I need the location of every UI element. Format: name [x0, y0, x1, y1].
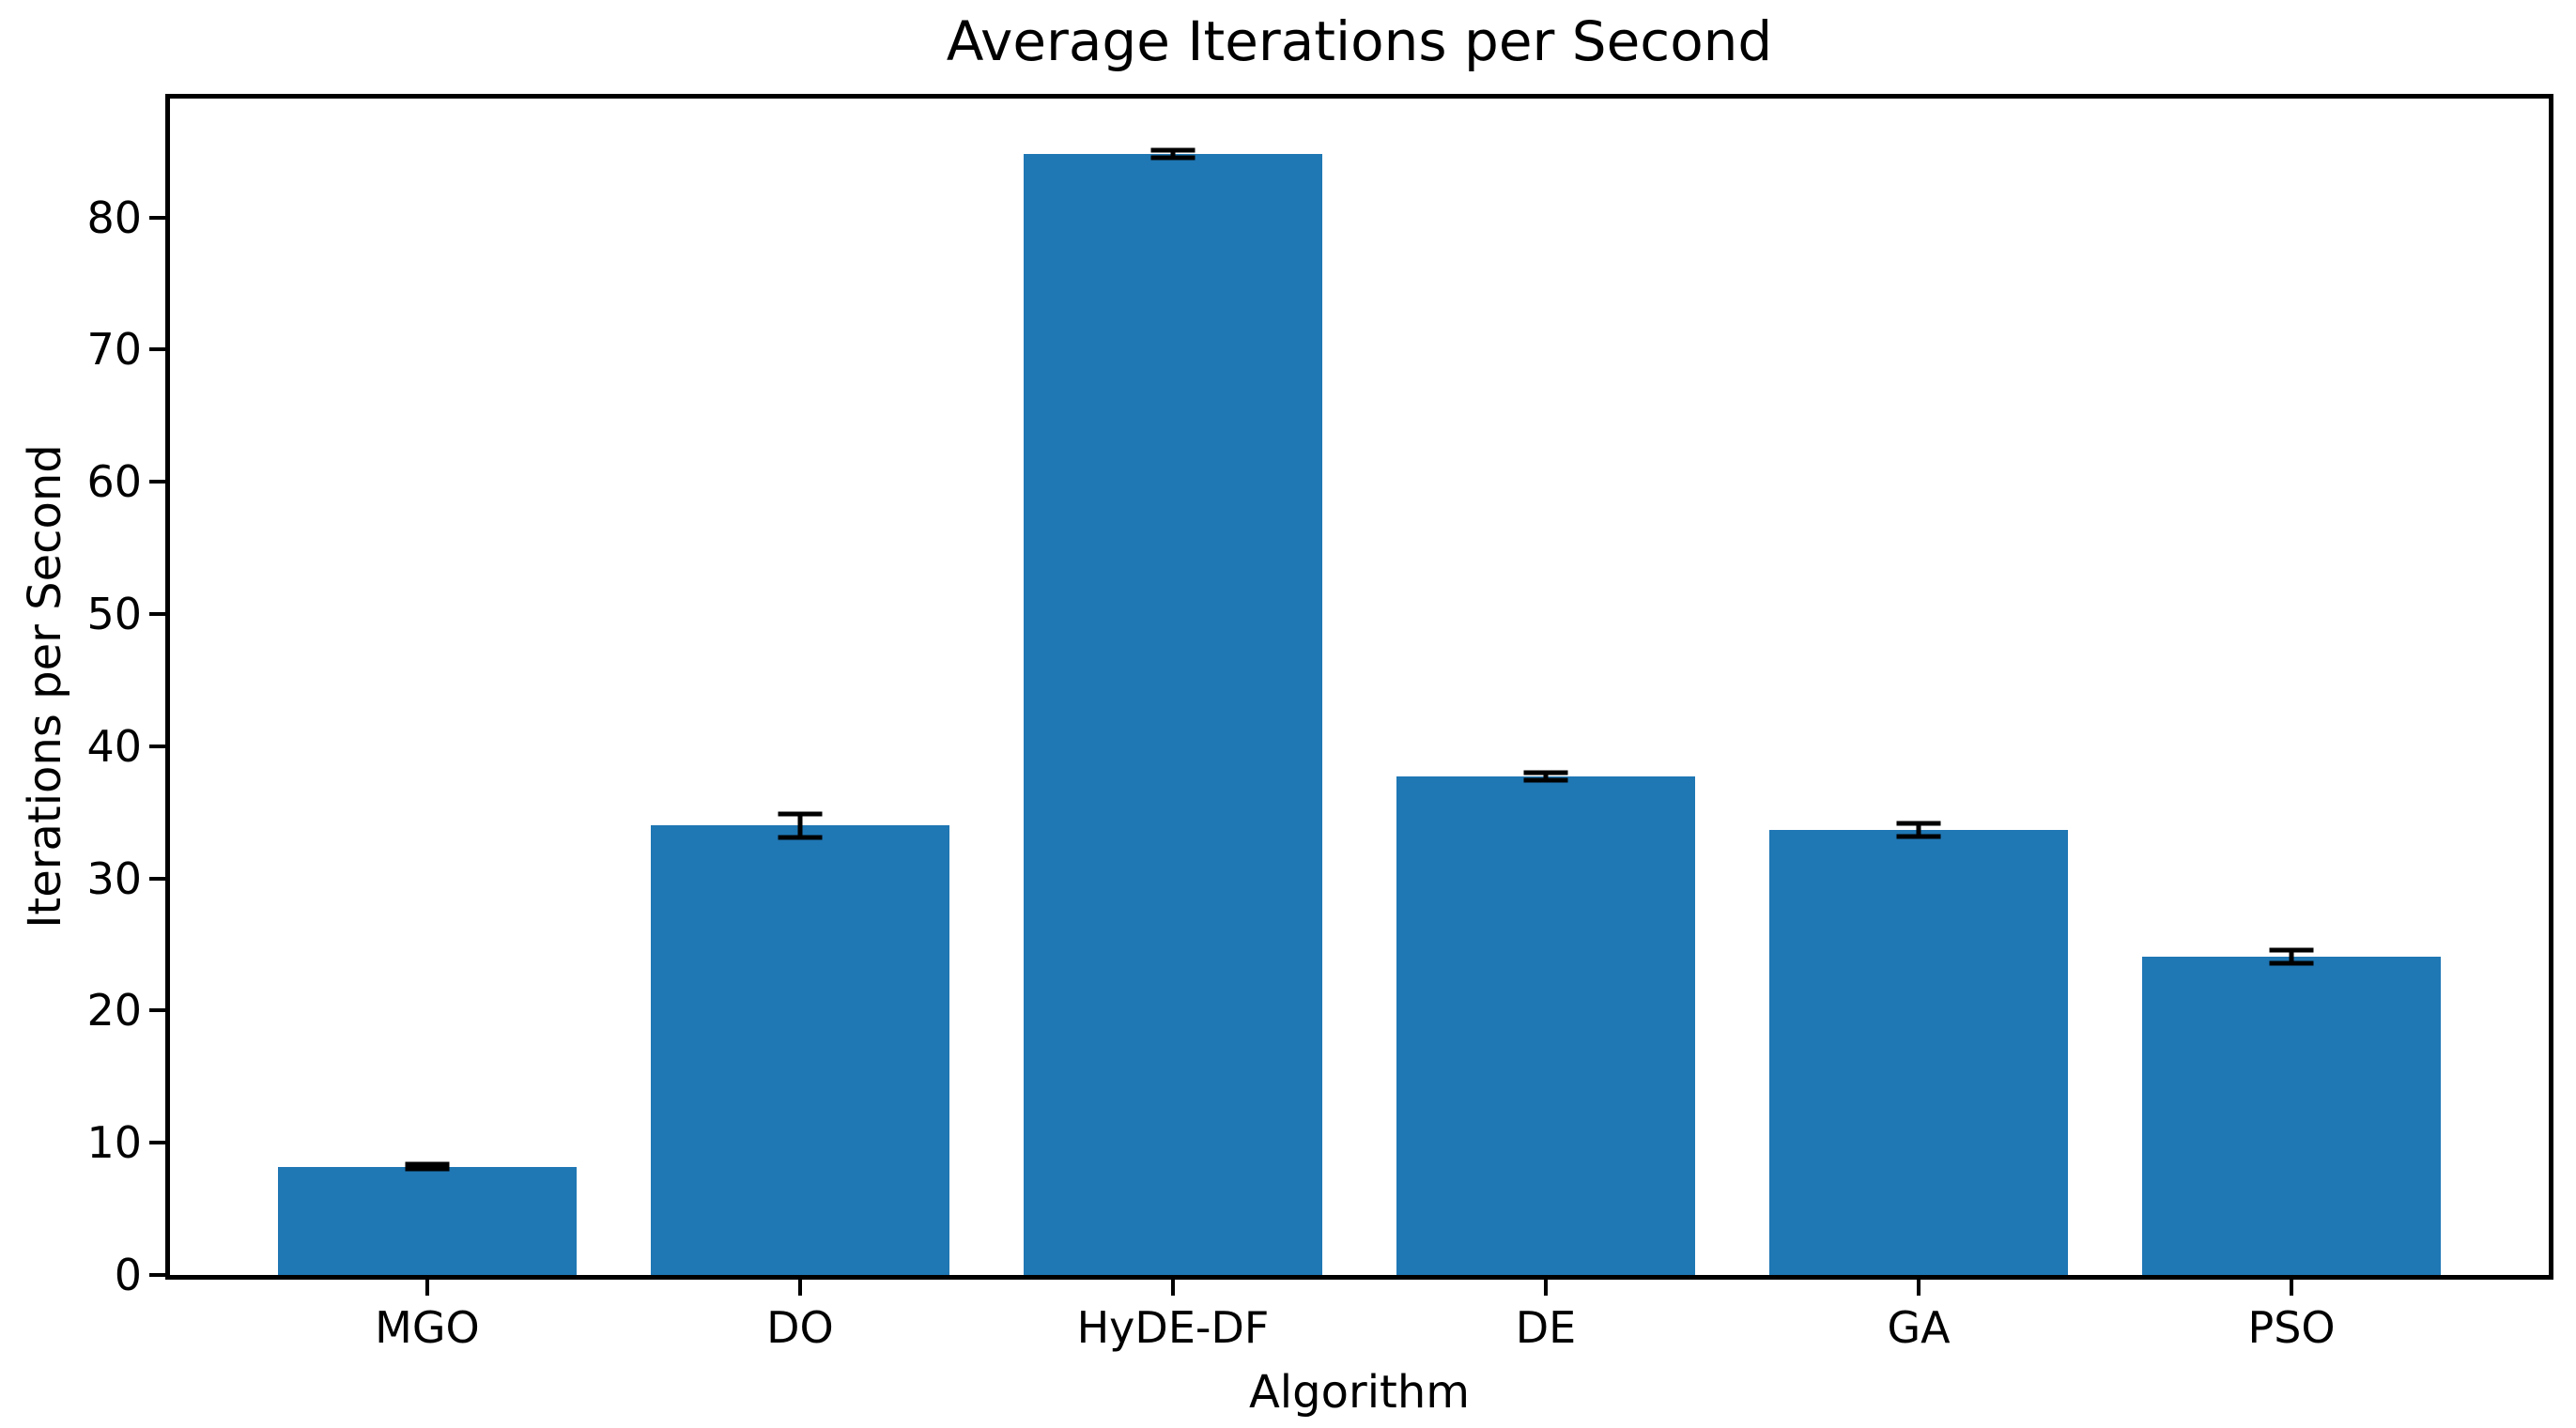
y-tick-label: 40	[86, 720, 142, 772]
y-tick-mark	[149, 1008, 165, 1013]
y-tick-label: 70	[86, 324, 142, 376]
bar-do	[651, 825, 949, 1275]
error-cap-top-pso	[2269, 947, 2314, 953]
error-bar-hyde-df	[1170, 149, 1176, 159]
y-tick-mark	[149, 744, 165, 748]
x-tick-label-do: DO	[766, 1302, 834, 1353]
y-tick-mark	[149, 876, 165, 881]
bar-hyde-df	[1024, 154, 1322, 1275]
bar-pso	[2142, 956, 2441, 1275]
error-bar-mgo	[424, 1163, 430, 1170]
y-tick-label: 60	[86, 456, 142, 508]
y-tick-mark	[149, 1141, 165, 1145]
x-tick-mark	[2290, 1280, 2294, 1296]
x-tick-label-hyde-df: HyDE-DF	[1076, 1302, 1270, 1353]
y-tick-label: 30	[86, 852, 142, 904]
y-tick-label: 20	[86, 985, 142, 1036]
error-cap-bottom-ga	[1896, 834, 1941, 839]
y-axis-label: Iterations per Second	[19, 444, 71, 929]
x-tick-label-mgo: MGO	[375, 1302, 480, 1353]
x-tick-mark	[797, 1280, 802, 1296]
y-tick-mark	[149, 215, 165, 220]
bar-ga	[1769, 829, 2068, 1275]
bar-de	[1396, 776, 1695, 1275]
y-tick-mark	[149, 612, 165, 617]
error-cap-top-de	[1523, 770, 1568, 775]
x-tick-label-pso: PSO	[2247, 1302, 2336, 1353]
error-cap-top-ga	[1896, 821, 1941, 825]
error-bar-ga	[1916, 822, 1921, 837]
error-cap-bottom-de	[1523, 777, 1568, 783]
chart-title: Average Iterations per Second	[946, 9, 1773, 73]
bar-mgo	[278, 1166, 577, 1275]
x-tick-mark	[424, 1280, 429, 1296]
y-tick-mark	[149, 1273, 165, 1277]
plot-area: 0 10 20 30 40 50 60 70 80 MGO DO HyDE-DF DE GA PSO	[86, 94, 2553, 1349]
y-tick-label: 80	[86, 192, 142, 243]
x-tick-mark	[1170, 1280, 1175, 1296]
x-tick-mark	[1544, 1280, 1548, 1296]
error-bar-do	[797, 813, 803, 837]
x-tick-label-ga: GA	[1887, 1302, 1951, 1353]
y-tick-label: 0	[114, 1250, 142, 1300]
x-tick-mark	[1917, 1280, 1921, 1296]
x-axis-label: Algorithm	[1248, 1366, 1471, 1419]
error-cap-bottom-do	[778, 835, 823, 840]
error-cap-top-hyde-df	[1150, 147, 1195, 153]
y-tick-label: 10	[86, 1117, 142, 1169]
x-tick-label-de: DE	[1515, 1302, 1577, 1353]
error-bar-de	[1543, 773, 1549, 781]
error-cap-bottom-hyde-df	[1150, 155, 1195, 161]
error-cap-bottom-pso	[2269, 960, 2314, 966]
y-tick-mark	[149, 347, 165, 352]
error-cap-bottom-mgo	[405, 1166, 450, 1172]
y-tick-mark	[149, 480, 165, 484]
error-cap-top-do	[778, 811, 823, 817]
error-bar-pso	[2289, 949, 2294, 963]
error-cap-top-mgo	[405, 1161, 450, 1167]
y-tick-label: 50	[86, 589, 142, 640]
